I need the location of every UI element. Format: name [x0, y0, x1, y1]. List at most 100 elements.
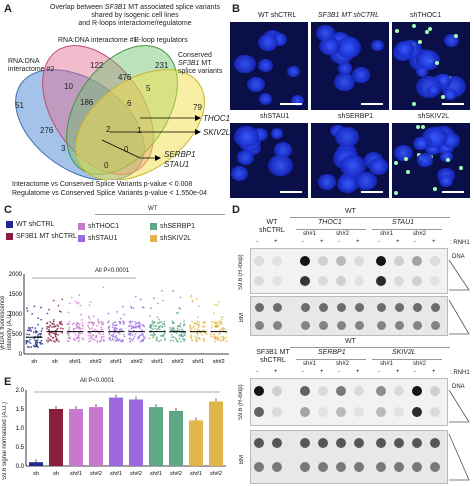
venn-set-label: RNA:DNA interactome #1: [58, 37, 138, 44]
nucleus: [438, 175, 453, 187]
blot-dot: [272, 256, 282, 266]
scatter-point: [108, 337, 111, 340]
scatter-point: [81, 322, 84, 325]
scatter-point: [139, 340, 142, 343]
blot-bottom-s96-membrane: [250, 378, 448, 426]
scatter-point: [193, 324, 196, 327]
blot-top-dna-wedge: [448, 259, 470, 335]
scatter-point: [198, 324, 201, 327]
scatter-point: [152, 335, 155, 337]
legend-label: shSERBP1: [160, 223, 196, 230]
venn-title-part: MT associated splice variants: [126, 4, 220, 11]
blot-dot: [336, 276, 346, 286]
scatter-point: [108, 320, 110, 323]
scatter-point: [222, 339, 225, 342]
scatter-point: [28, 333, 31, 336]
wedge: [448, 299, 470, 335]
scatter-point: [77, 334, 80, 337]
legend-label: shSTAU1: [88, 235, 118, 242]
scatter-point: [115, 324, 118, 327]
scatter-point: [91, 327, 93, 330]
scatter-point: [47, 337, 50, 339]
blot-bottom-group2: SKIV2L: [392, 349, 416, 356]
scatter-point: [76, 325, 79, 328]
nucleus: [427, 84, 440, 96]
scatter-point: [107, 312, 110, 315]
scatter-point: [119, 317, 122, 320]
scatter-point: [152, 320, 155, 323]
scatter-point: [34, 331, 37, 334]
scatter-point: [81, 318, 83, 321]
legend-swatch: [78, 223, 85, 230]
scatter-point: [88, 304, 91, 307]
venn-count: 10: [64, 82, 73, 91]
scatter-point: [77, 301, 80, 304]
scatter-point: [129, 320, 132, 323]
scatter-point: [128, 334, 131, 336]
scatter-point: [75, 324, 78, 326]
scatter-point: [82, 338, 85, 341]
scatter-point: [116, 310, 119, 313]
scatter-point: [52, 325, 55, 328]
scatter-point: [129, 322, 132, 325]
rnh1-sign: +: [432, 369, 436, 375]
scatter-point: [139, 325, 142, 328]
micro-label: SF3B1 MT shCTRL: [318, 12, 380, 19]
scatter-point: [90, 336, 93, 339]
blot-dot: [254, 276, 264, 286]
blot-dot: [412, 438, 422, 448]
scatter-point: [182, 325, 185, 327]
scatter-point: [95, 325, 98, 327]
scatter-point: [219, 339, 222, 342]
scatter-point: [130, 307, 133, 309]
rnh1-sign: -: [338, 369, 340, 375]
scatter-point: [196, 320, 199, 323]
venn-title-gene: SF3B1: [104, 4, 127, 11]
scatter-point: [132, 307, 135, 309]
gh2ax-focus: [418, 40, 423, 45]
blot-dot: [394, 386, 404, 396]
scatter-point: [87, 324, 89, 327]
scatter-point: [48, 332, 51, 335]
scatter-wt-line: [95, 214, 225, 215]
blot-dot: [254, 438, 264, 448]
scatter-point: [225, 336, 228, 339]
scatter-point: [110, 334, 113, 337]
gh2ax-focus: [440, 95, 445, 100]
scatter-point: [57, 333, 59, 336]
scatter-point: [131, 325, 134, 328]
scatter-point: [178, 334, 181, 337]
blot-bottom-bm-membrane: [250, 430, 448, 484]
nucleus: [334, 73, 355, 91]
blot-dot: [318, 276, 328, 286]
nucleus: [437, 73, 452, 86]
venn-title: Overlap between SF3B1 MT associated spli…: [40, 4, 230, 28]
scatter-point: [56, 324, 59, 326]
scatter-point: [52, 299, 55, 302]
scatter-point: [163, 323, 166, 326]
scatter-point: [100, 335, 103, 338]
scatter-point: [221, 318, 223, 321]
scatter-point: [88, 317, 91, 320]
blot-dot: [376, 320, 386, 330]
blot-dot: [430, 302, 440, 312]
scatter-point: [183, 340, 185, 342]
scatter-point: [161, 322, 164, 325]
legend-label: shSKIV2L: [160, 235, 192, 242]
scatter-point: [28, 340, 30, 343]
rnh1-sign: -: [414, 239, 416, 245]
blot-dot: [336, 407, 346, 417]
bar-xtick: sh: [53, 471, 59, 477]
scatter-point: [142, 306, 145, 309]
venn-set-word: splice variants: [178, 68, 223, 75]
nucleus: [371, 39, 385, 51]
blot-dot: [272, 462, 282, 472]
blot-bottom-sh1b: sh#1: [380, 361, 394, 367]
blot-bottom-dna-wedge: [448, 389, 470, 481]
scatter-point: [156, 339, 158, 341]
bar-ytick: 1.5: [16, 407, 25, 413]
scatter-point: [113, 332, 116, 334]
blot-dot: [354, 438, 364, 448]
scatter-point: [213, 322, 216, 325]
rnh1-sign: +: [320, 369, 324, 375]
